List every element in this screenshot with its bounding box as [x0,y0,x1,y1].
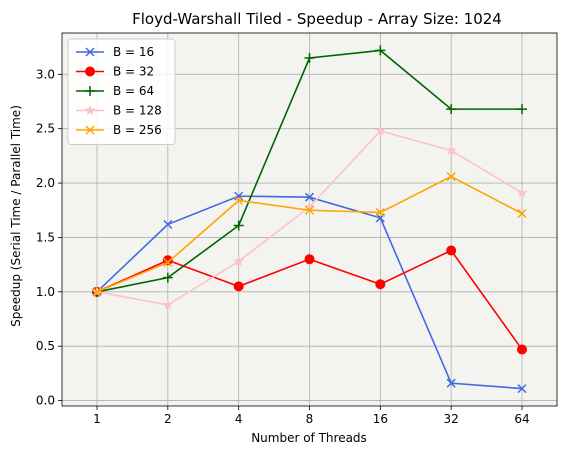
data-point [304,205,315,215]
x-tick-label: 8 [306,412,314,426]
data-point [163,257,173,267]
y-tick-label: 0.5 [36,339,55,353]
legend-item: B = 32 [76,65,154,79]
legend-marker [85,47,95,57]
data-point [304,53,315,64]
data-point [162,272,173,283]
data-point [375,207,385,217]
legend-box [67,38,176,145]
data-point [446,104,457,115]
legend-item: B = 128 [76,104,162,118]
legend-label: B = 64 [113,84,154,98]
data-point [304,192,315,202]
y-tick-label: 2.5 [36,122,55,136]
data-point [446,172,456,182]
y-tick-label: 1.5 [36,230,55,244]
y-tick-label: 3.0 [36,67,55,81]
y-tick-label: 0.0 [36,394,55,408]
data-point [517,208,527,219]
data-point [445,144,457,156]
series-b-64 [92,45,527,297]
y-axis-label: Speedup (Serial Time / Parallel Time) [9,105,23,327]
data-point [304,201,315,212]
legend-marker [84,104,96,116]
legend-item: B = 256 [76,123,162,137]
data-point [446,245,457,256]
legend-label: B = 16 [113,45,154,59]
data-point [163,219,173,229]
x-tick-label: 2 [164,412,172,426]
data-point [234,195,244,205]
data-point [517,384,527,394]
legend-item: B = 16 [76,45,154,59]
legend-label: B = 32 [113,65,154,79]
legend-item: B = 64 [76,84,154,98]
x-tick-label: 4 [235,412,243,426]
grid-lines [62,33,557,406]
data-point [233,281,244,292]
legend-label: B = 128 [113,104,162,118]
legend-marker [85,86,95,96]
data-point [375,279,386,290]
chart-title: Floyd-Warshall Tiled - Speedup - Array S… [132,10,502,28]
data-point [233,255,245,266]
x-tick-label: 32 [444,412,459,426]
data-point [92,287,102,297]
data-point [446,378,456,388]
legend-marker [85,125,95,135]
series-b-128 [91,125,528,310]
data-point [233,220,244,231]
data-point [375,45,386,56]
y-tick-label: 2.0 [36,176,55,190]
legend: B = 16 B = 32 B = 64 B = 128 B = 256 [67,38,176,145]
y-tick-label: 1.0 [36,285,55,299]
data-point [517,344,527,355]
x-axis-label: Number of Threads [251,431,367,445]
legend-label: B = 256 [113,123,162,137]
data-point [516,187,528,198]
x-tick-label: 64 [514,412,529,426]
data-point [162,299,174,310]
data-point [304,254,315,265]
legend-marker [85,66,95,77]
x-tick-label: 16 [373,412,388,426]
data-point [374,125,386,136]
series-b-256 [92,172,527,297]
data-point [517,104,527,115]
x-tick-label: 1 [93,412,101,426]
